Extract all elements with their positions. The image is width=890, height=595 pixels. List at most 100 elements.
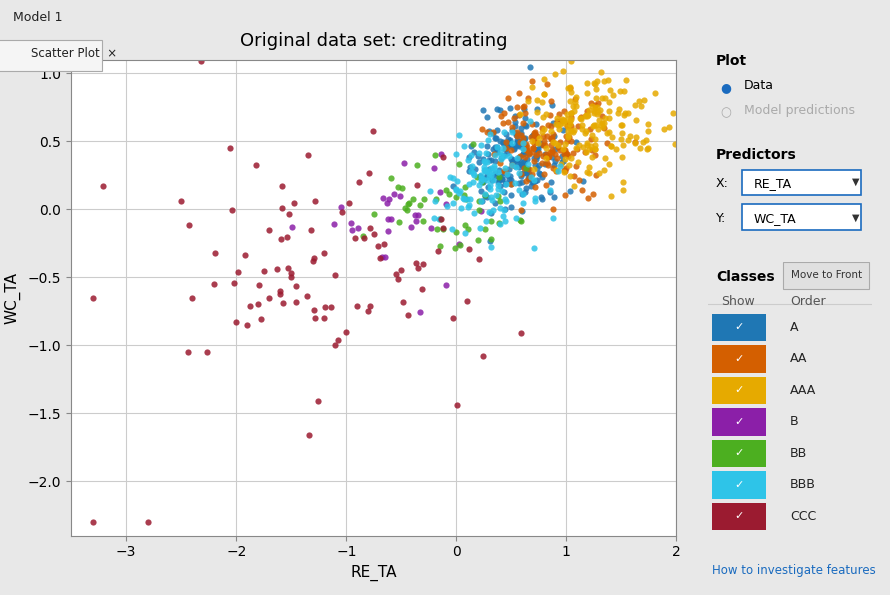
Point	[582, 105, 596, 114]
Point	[366, 126, 380, 136]
Point	[582, 168, 596, 178]
Point	[505, 122, 519, 131]
Point	[496, 212, 510, 221]
Text: Classes: Classes	[716, 270, 774, 284]
Point	[473, 177, 488, 186]
Point	[585, 130, 599, 139]
Point	[497, 127, 511, 137]
Point	[488, 168, 502, 178]
Point	[584, 141, 598, 151]
Point	[618, 108, 632, 117]
Point	[532, 148, 546, 158]
Point	[629, 115, 643, 124]
Point	[521, 146, 535, 156]
Point	[554, 115, 569, 124]
Point	[546, 204, 560, 214]
Point	[504, 180, 518, 189]
Point	[499, 137, 514, 146]
Point	[588, 80, 603, 89]
Point	[595, 111, 610, 121]
Point	[518, 152, 532, 162]
Point	[508, 162, 522, 171]
Point	[506, 127, 520, 136]
Point	[546, 100, 560, 109]
Point	[398, 203, 412, 213]
Point	[518, 121, 532, 130]
Point	[613, 86, 627, 96]
Point	[319, 302, 333, 312]
Point	[342, 198, 356, 208]
Point	[439, 280, 453, 290]
Point	[521, 159, 535, 168]
Point	[561, 122, 575, 131]
Point	[473, 171, 488, 180]
Point	[627, 137, 642, 147]
Point	[487, 164, 501, 173]
Point	[476, 351, 490, 361]
Point	[587, 151, 602, 160]
Point	[501, 93, 515, 102]
Point	[559, 131, 573, 140]
Point	[544, 121, 558, 131]
Point	[627, 101, 642, 110]
Point	[459, 195, 473, 204]
Point	[562, 132, 577, 142]
Point	[587, 79, 601, 88]
Point	[376, 252, 390, 261]
Point	[482, 184, 497, 193]
Point	[543, 187, 557, 197]
Point	[499, 178, 514, 188]
Point	[527, 134, 541, 143]
Point	[556, 144, 570, 154]
Point	[539, 109, 554, 119]
Point	[389, 269, 403, 278]
Point	[597, 165, 611, 175]
Point	[582, 124, 596, 133]
Point	[525, 76, 539, 86]
Point	[533, 169, 547, 178]
Point	[563, 136, 578, 146]
Point	[461, 201, 475, 210]
Point	[538, 170, 552, 179]
Point	[457, 190, 471, 199]
Point	[505, 146, 519, 155]
Point	[565, 102, 579, 111]
Point	[391, 274, 405, 284]
Point	[578, 147, 592, 156]
Point	[461, 155, 475, 165]
Point	[612, 104, 627, 114]
Point	[534, 192, 548, 201]
Point	[570, 137, 584, 146]
Point	[516, 102, 530, 112]
Point	[518, 114, 532, 123]
Point	[473, 171, 488, 180]
Point	[478, 165, 492, 175]
Point	[496, 138, 510, 148]
Point	[476, 105, 490, 115]
Point	[541, 152, 555, 161]
Point	[452, 159, 466, 169]
Point	[417, 194, 432, 203]
FancyBboxPatch shape	[783, 262, 869, 289]
Point	[481, 149, 495, 158]
Point	[554, 161, 568, 171]
Point	[403, 223, 417, 232]
Point	[588, 93, 603, 103]
Text: X:: X:	[716, 177, 729, 190]
Point	[588, 84, 603, 94]
Point	[497, 151, 511, 161]
Point	[604, 132, 619, 142]
Point	[571, 157, 586, 167]
Point	[473, 196, 488, 205]
Point	[478, 191, 492, 201]
Point	[595, 122, 610, 131]
Point	[550, 114, 564, 123]
Point	[580, 111, 595, 120]
Point	[231, 267, 245, 277]
Point	[517, 156, 531, 166]
Point	[480, 192, 494, 202]
Point	[560, 109, 574, 118]
FancyBboxPatch shape	[712, 314, 766, 341]
Point	[590, 109, 604, 118]
Point	[579, 111, 594, 121]
